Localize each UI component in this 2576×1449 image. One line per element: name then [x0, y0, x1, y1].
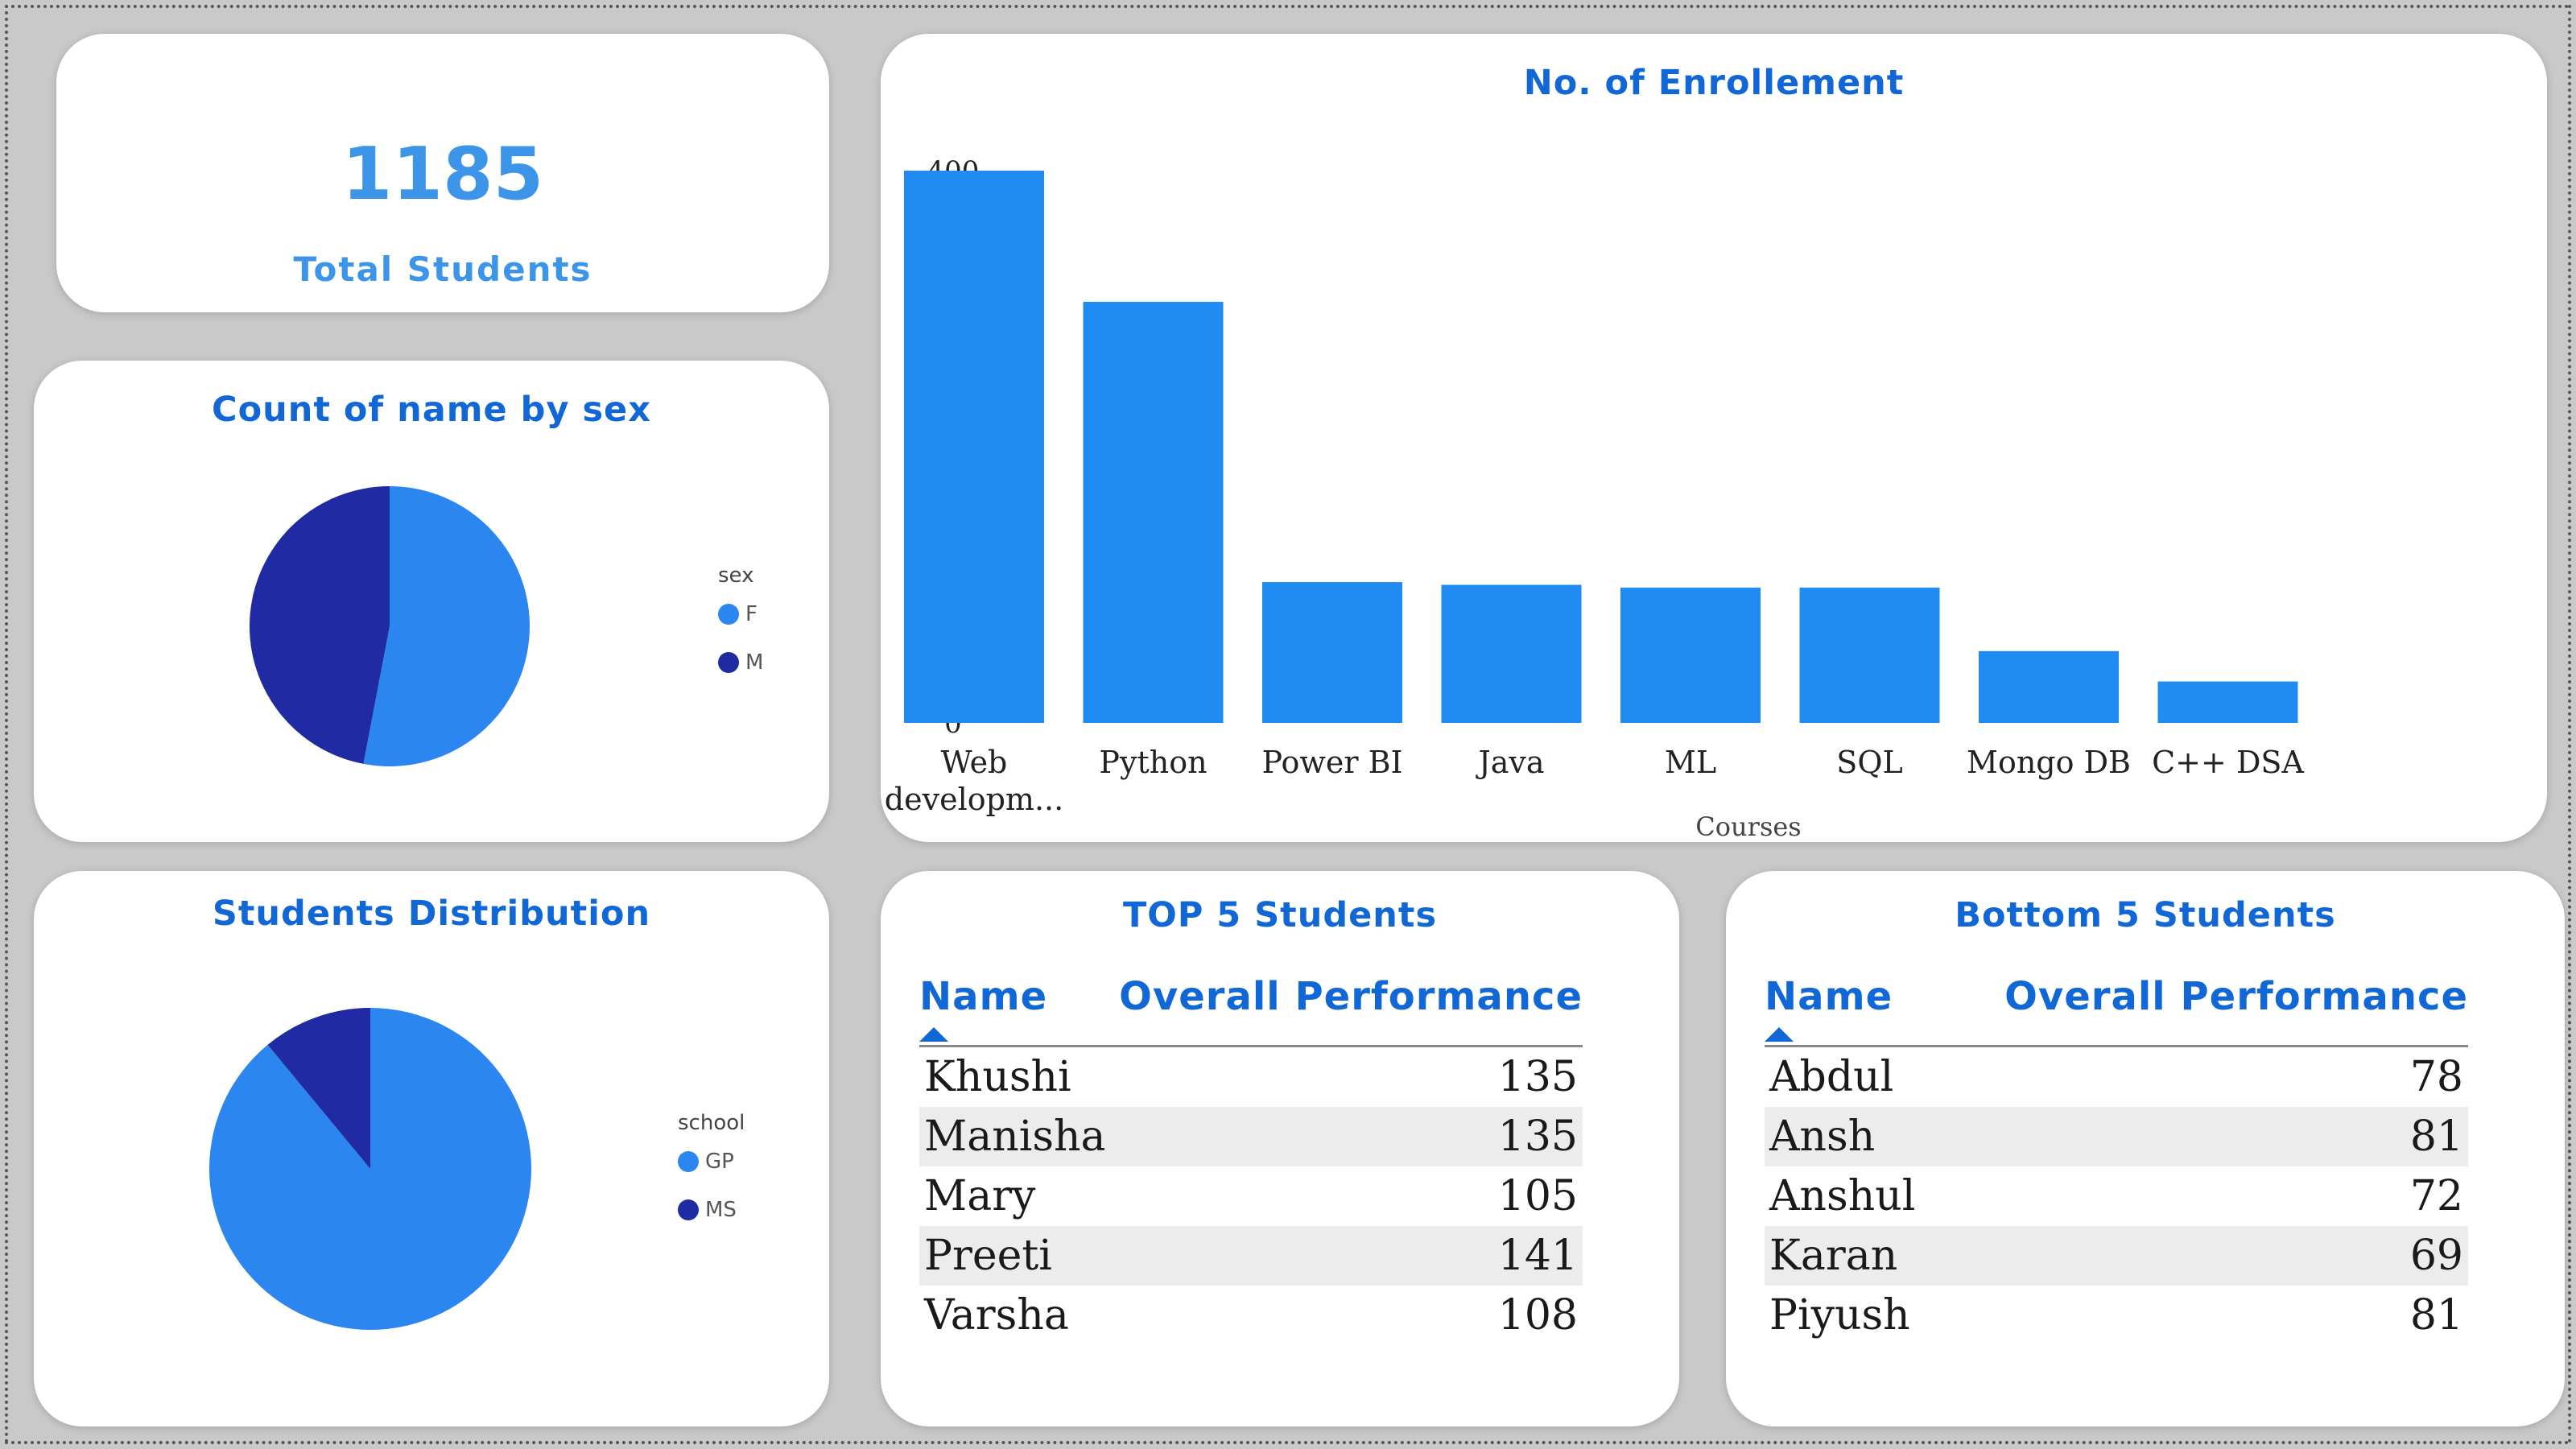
table-row[interactable]: Abdul 78: [1765, 1047, 2468, 1107]
top-students-table: Name Overall Performance Khushi 135 Manish…: [919, 968, 1583, 1345]
school-legend-item-ms[interactable]: MS: [678, 1198, 737, 1222]
table-row[interactable]: Khushi 135: [919, 1047, 1583, 1107]
table-row[interactable]: Karan 69: [1765, 1226, 2468, 1286]
legend-dot-icon: [678, 1199, 699, 1220]
pie-slice-f[interactable]: [363, 486, 530, 766]
bar-3[interactable]: [1441, 584, 1582, 724]
bar-5[interactable]: [1799, 587, 1940, 723]
student-score: 69: [2409, 1232, 2463, 1280]
student-score: 81: [2409, 1113, 2463, 1161]
school-legend-item-gp[interactable]: GP: [678, 1150, 734, 1174]
table-row[interactable]: Mary 105: [919, 1166, 1583, 1226]
sex-legend-label-m: M: [745, 650, 764, 675]
student-name: Khushi: [924, 1053, 1071, 1101]
x-tick-label: SQL: [1836, 745, 1902, 780]
legend-dot-icon: [718, 604, 739, 625]
bottom-students-title: Bottom 5 Students: [1955, 895, 2336, 935]
x-tick-label-line: developm...: [885, 782, 1063, 817]
sex-chart-title: Count of name by sex: [212, 390, 651, 430]
distribution-pie-card[interactable]: Students Distribution school GP MS: [34, 871, 829, 1426]
student-score: 108: [1497, 1291, 1578, 1340]
table-row[interactable]: Manisha 135: [919, 1107, 1583, 1166]
bar-0[interactable]: [904, 171, 1044, 723]
student-score: 81: [2409, 1291, 2463, 1340]
top-students-card[interactable]: TOP 5 Students Name Overall Performance …: [881, 871, 1679, 1426]
legend-dot-icon: [718, 652, 739, 673]
column-header-performance[interactable]: Overall Performance: [2004, 974, 2468, 1019]
student-score: 135: [1497, 1053, 1578, 1101]
student-name: Preeti: [924, 1232, 1052, 1280]
column-header-performance[interactable]: Overall Performance: [1119, 974, 1583, 1019]
student-name: Ansh: [1769, 1113, 1876, 1161]
table-divider: [919, 1045, 1583, 1047]
sort-ascending-icon[interactable]: [919, 1027, 948, 1042]
sex-legend-item-f[interactable]: F: [718, 602, 758, 626]
x-tick-label-line: Web: [941, 745, 1008, 780]
distribution-pie-chart[interactable]: [34, 871, 829, 1426]
table-divider: [1765, 1045, 2468, 1047]
table-header: Name Overall Performance: [919, 968, 1583, 1019]
pie-slice-ms[interactable]: [267, 1008, 370, 1169]
bar-6[interactable]: [1979, 650, 2119, 723]
sex-legend-title: sex: [718, 564, 754, 588]
student-name: Varsha: [924, 1291, 1069, 1340]
table-body: Abdul 78 Ansh 81 Anshul 72 Karan 69 Piyush 81: [1765, 1047, 2468, 1345]
x-tick-label: Python: [1099, 745, 1207, 780]
table-row[interactable]: Ansh 81: [1765, 1107, 2468, 1166]
x-tick-label: C++ DSA: [2152, 745, 2304, 780]
bar-2[interactable]: [1262, 582, 1402, 723]
table-body: Khushi 135 Manisha 135 Mary 105 Preeti 141 Varsh…: [919, 1047, 1583, 1345]
student-name: Karan: [1769, 1232, 1898, 1280]
bottom-students-card[interactable]: Bottom 5 Students Name Overall Performan…: [1726, 871, 2565, 1426]
student-score: 135: [1497, 1113, 1578, 1161]
sort-ascending-icon[interactable]: [1765, 1027, 1794, 1042]
student-score: 78: [2409, 1053, 2463, 1101]
student-score: 141: [1497, 1232, 1578, 1280]
student-score: 72: [2409, 1172, 2463, 1220]
student-name: Anshul: [1769, 1172, 1916, 1220]
x-axis-label: Courses: [1695, 811, 1801, 842]
sex-legend-item-m[interactable]: M: [718, 650, 763, 675]
x-tick-label: Mongo DB: [1967, 745, 2131, 780]
sex-pie-card[interactable]: Count of name by sex sex F M: [34, 361, 829, 842]
student-name: Abdul: [1769, 1053, 1894, 1101]
table-row[interactable]: Varsha 108: [919, 1286, 1583, 1345]
x-tick-label: Power BI: [1261, 745, 1402, 780]
total-students-card[interactable]: 1185 Total Students: [56, 34, 829, 312]
legend-dot-icon: [678, 1151, 699, 1172]
column-header-name[interactable]: Name: [1765, 974, 1893, 1019]
table-header: Name Overall Performance: [1765, 968, 2468, 1019]
x-tick-label: Web developm...: [885, 745, 1063, 817]
top-students-title: TOP 5 Students: [1122, 895, 1438, 935]
student-name: Mary: [924, 1172, 1036, 1220]
column-header-name[interactable]: Name: [919, 974, 1048, 1019]
table-row[interactable]: Anshul 72: [1765, 1166, 2468, 1226]
x-tick-label: ML: [1665, 745, 1716, 780]
school-legend-title: school: [678, 1111, 745, 1135]
x-tick-label: Java: [1475, 745, 1544, 780]
student-name: Piyush: [1769, 1291, 1910, 1340]
total-students-value: 1185: [341, 132, 544, 217]
distribution-chart-title: Students Distribution: [212, 894, 651, 934]
sex-pie-chart[interactable]: [34, 361, 829, 842]
school-legend-label-ms: MS: [705, 1198, 737, 1222]
bar-4[interactable]: [1620, 587, 1761, 723]
pie-slice-m[interactable]: [250, 486, 390, 764]
bottom-students-table: Name Overall Performance Abdul 78 Ansh 81 An…: [1765, 968, 2468, 1345]
student-score: 105: [1497, 1172, 1578, 1220]
bar-7[interactable]: [2157, 681, 2298, 723]
sex-legend-label-f: F: [745, 602, 758, 626]
bar-1[interactable]: [1083, 301, 1224, 723]
table-row[interactable]: Piyush 81: [1765, 1286, 2468, 1345]
student-name: Manisha: [924, 1113, 1106, 1161]
enrollment-bar-card[interactable]: No. of Enrollement 0100200300400Webdevel…: [881, 34, 2547, 842]
table-row[interactable]: Preeti 141: [919, 1226, 1583, 1286]
school-legend-label-gp: GP: [705, 1150, 734, 1174]
total-students-label: Total Students: [293, 250, 592, 289]
enrollment-chart-title: No. of Enrollement: [1523, 63, 1905, 103]
pie-slice-gp[interactable]: [208, 1008, 531, 1330]
